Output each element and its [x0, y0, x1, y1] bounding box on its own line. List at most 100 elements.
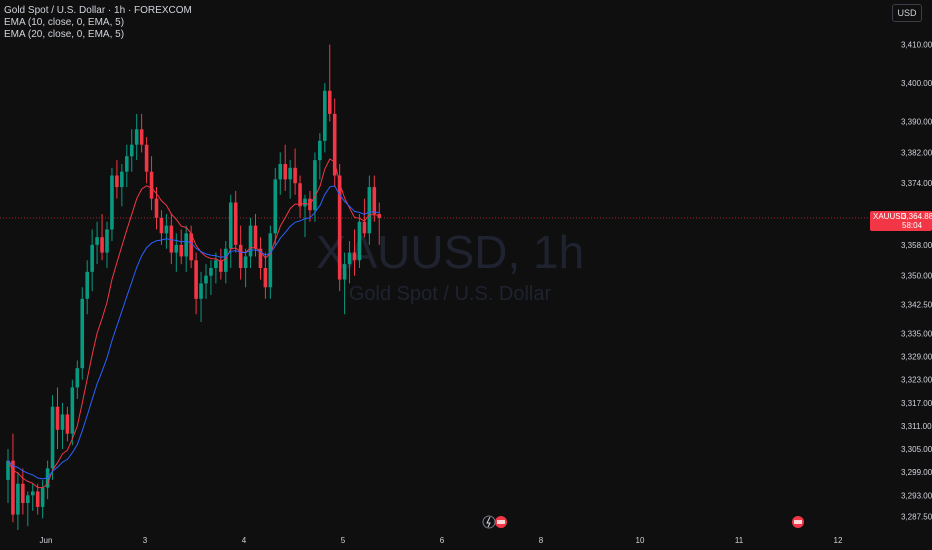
candle-body: [50, 406, 55, 469]
candle-body: [159, 217, 164, 234]
price-tick-label: 3,374.00: [901, 179, 932, 188]
price-tick-label: 3,400.00: [901, 79, 932, 88]
price-tick-label: 3,287.50: [901, 513, 932, 522]
candle-body: [139, 129, 144, 145]
candle-body: [70, 387, 75, 434]
candle-body: [258, 248, 263, 268]
last-price-tag: XAUUSD 3,364.88 58:04: [870, 210, 932, 231]
candle-body: [219, 260, 223, 272]
legend-title[interactable]: Gold Spot / U.S. Dollar · 1h · FOREXCOM: [4, 5, 192, 16]
event-markers[interactable]: [482, 515, 804, 529]
candle-body: [129, 144, 134, 157]
lightning-glyph: [486, 516, 491, 528]
chart-legend[interactable]: Gold Spot / U.S. Dollar · 1h · FOREXCOM …: [4, 5, 192, 41]
candles: [6, 44, 382, 530]
candle-body: [164, 225, 169, 234]
candle-body: [16, 483, 20, 515]
time-tick-label: 5: [341, 536, 346, 545]
time-tick-label: 8: [539, 536, 544, 545]
price-tick-label: 3,293.00: [901, 491, 932, 500]
candle-body: [327, 90, 332, 114]
candle-body: [253, 225, 258, 249]
candle-body: [313, 160, 317, 211]
candle-body: [243, 256, 248, 268]
candle-body: [35, 491, 40, 507]
time-tick-label: 6: [440, 536, 445, 545]
candle-body: [75, 368, 80, 388]
candle-body: [318, 140, 322, 161]
candle-body: [144, 144, 149, 172]
candle-body: [154, 198, 159, 218]
candle-body: [303, 198, 307, 207]
price-tick-label: 3,390.00: [901, 118, 932, 127]
ema-lines: [7, 158, 380, 489]
ema20-line: [7, 185, 380, 480]
candle-body: [228, 202, 233, 249]
time-tick-label: 4: [242, 536, 247, 545]
candle-body: [273, 179, 278, 234]
candle-body: [342, 264, 347, 280]
candle-body: [194, 260, 198, 299]
candle-body: [120, 171, 124, 188]
candle-body: [65, 414, 70, 434]
price-tick-label: 3,299.00: [901, 468, 932, 477]
candle-body: [199, 283, 203, 299]
candle-body: [189, 233, 193, 261]
price-tick-label: 3,350.00: [901, 272, 932, 281]
last-price-value: 3,364.88: [902, 211, 932, 221]
bar-countdown: 58:04: [902, 220, 923, 230]
time-tick-label: 11: [735, 536, 744, 545]
candle-body: [357, 221, 362, 261]
last-price-symbol: XAUUSD: [873, 211, 907, 221]
candle-body: [85, 271, 89, 299]
price-tick-label: 3,342.50: [901, 301, 932, 310]
candle-body: [224, 248, 228, 272]
candle-body: [30, 491, 35, 496]
time-tick-label: 10: [636, 536, 645, 545]
candle-body: [184, 233, 188, 257]
candle-body: [337, 175, 342, 280]
time-tick-label: Jun: [40, 536, 53, 545]
candle-body: [347, 252, 352, 265]
candle-body: [263, 268, 268, 288]
candle-body: [134, 129, 139, 145]
currency-button[interactable]: USD: [892, 4, 922, 22]
candle-body: [26, 495, 30, 504]
flag-event-glyph: [794, 520, 802, 524]
candle-body: [352, 252, 357, 261]
price-tick-label: 3,317.00: [901, 399, 932, 408]
legend-ema20[interactable]: EMA (20, close, 0, EMA, 5): [4, 29, 125, 40]
candle-body: [11, 460, 15, 515]
price-tick-label: 3,335.00: [901, 330, 932, 339]
candle-body: [174, 244, 179, 253]
candle-body: [362, 221, 367, 234]
price-tick-label: 3,382.00: [901, 148, 932, 157]
candle-body: [238, 244, 243, 268]
candle-body: [55, 406, 60, 430]
candle-body: [115, 175, 119, 188]
candle-body: [90, 244, 94, 272]
candle-body: [95, 237, 99, 245]
watermark-symbol: XAUUSD, 1h: [316, 226, 584, 278]
candle-body: [21, 483, 25, 504]
candle-body: [169, 225, 174, 253]
candle-body: [6, 460, 10, 480]
candle-body: [233, 202, 238, 245]
price-tick-label: 3,329.00: [901, 353, 932, 362]
time-axis[interactable]: Jun 3 4 5 6 8 10 11 12: [40, 536, 843, 545]
ema10-line: [7, 158, 380, 489]
symbol-watermark: XAUUSD, 1h Gold Spot / U.S. Dollar: [316, 226, 584, 305]
candle-body: [367, 187, 372, 234]
candle-body: [204, 275, 208, 284]
candle-body: [293, 167, 297, 184]
legend-ema10[interactable]: EMA (10, close, 0, EMA, 5): [4, 17, 125, 28]
price-tick-label: 3,358.00: [901, 241, 932, 250]
candle-body: [149, 171, 154, 199]
time-tick-label: 3: [143, 536, 148, 545]
candle-body: [298, 183, 302, 207]
candle-body: [332, 113, 337, 176]
candle-body: [110, 175, 114, 230]
candle-body: [105, 229, 109, 253]
